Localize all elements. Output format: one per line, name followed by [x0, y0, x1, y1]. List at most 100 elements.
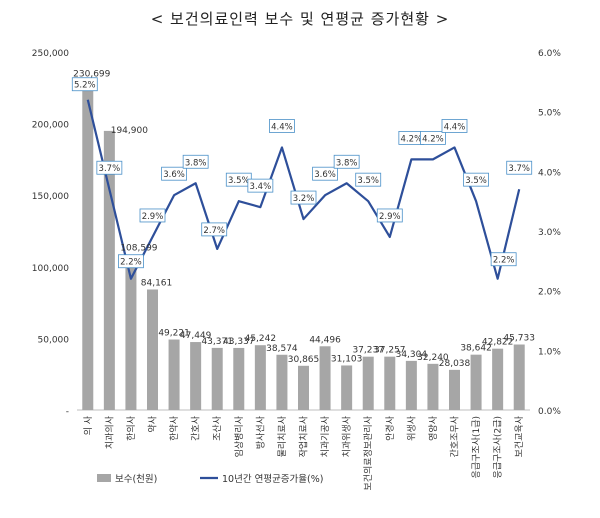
bar-data-label: 32,240	[417, 353, 449, 363]
x-tick-label: 안경사	[384, 415, 396, 441]
x-tick-label: 응급구조사(1급)	[471, 416, 482, 478]
bar-data-label: 84,161	[141, 278, 173, 288]
x-tick-label: 간호사	[191, 415, 202, 441]
bar-data-label: 42,822	[482, 338, 514, 348]
bar	[233, 347, 245, 410]
bar	[405, 360, 417, 410]
bar	[298, 365, 309, 410]
line-data-label: 2.9%	[142, 212, 164, 222]
x-tick-label: 임상병리사	[233, 415, 245, 457]
x-tick-label: 한약사	[168, 415, 180, 441]
line-data-label-box	[161, 166, 187, 181]
line-data-label-box	[247, 178, 274, 193]
line-data-label-box	[441, 119, 468, 133]
line-data-label-box	[333, 154, 360, 169]
line-series	[86, 99, 521, 280]
y-right-tick-label: 5.0%	[538, 109, 561, 119]
y-left-tick-label: 100,000	[32, 264, 69, 274]
line-data-label-box	[463, 172, 489, 187]
x-tick-label: 작업치료사	[298, 415, 310, 457]
bar-data-label: 43,371	[201, 337, 233, 347]
bar	[168, 339, 180, 410]
line-data-label-box	[376, 208, 403, 223]
x-tick-label: 간호조무사	[450, 415, 461, 457]
bar-data-label: 37,257	[374, 346, 406, 356]
line-data-label: 3.5%	[228, 176, 250, 186]
line-data-label: 5.2%	[74, 81, 96, 91]
line-data-label: 3.4%	[250, 182, 272, 192]
line-data-label-box	[290, 190, 317, 205]
line-data-label-box	[139, 208, 166, 223]
line-data-label-box	[118, 254, 144, 269]
x-tick-label: 조산사	[212, 415, 223, 441]
line-data-label-box	[490, 252, 517, 267]
bar	[190, 342, 202, 410]
bar-data-label: 28,038	[439, 359, 471, 369]
line-data-label-box	[71, 77, 98, 92]
bar	[384, 356, 396, 410]
x-tick-label: 치과기공사	[319, 415, 331, 457]
line-data-label-box	[506, 160, 533, 175]
y-left-tick-label: 250,000	[32, 49, 69, 59]
line-data-label: 3.6%	[163, 170, 185, 180]
line-data-label-box	[312, 166, 338, 181]
bar	[362, 356, 374, 410]
bar	[319, 346, 331, 410]
bar	[254, 345, 266, 410]
line-data-label: 3.2%	[293, 194, 315, 204]
x-tick-label: 물리치료사	[276, 415, 288, 457]
y-left-tick-label: 200,000	[32, 121, 69, 131]
line-data-label: 2.2%	[120, 258, 142, 268]
y-left-tick-label: 150,000	[32, 192, 69, 202]
bar	[211, 347, 223, 410]
bar	[125, 254, 137, 410]
x-tick-label: 위생사	[406, 415, 417, 441]
y-left-tick-label: -	[66, 407, 69, 417]
line-data-label-box	[269, 119, 295, 133]
y-right-tick-label: 4.0%	[538, 168, 561, 178]
bar	[341, 365, 353, 410]
line-data-label: 4.2%	[422, 134, 444, 144]
bar-data-label: 43,337	[223, 337, 255, 347]
legend-line-label: 10년간 연평균증가율(%)	[222, 474, 323, 485]
line-data-label: 3.5%	[357, 176, 379, 186]
bar-data-label: 49,221	[158, 329, 190, 339]
bar	[513, 344, 525, 410]
x-tick-label: 보건의료정보관리사	[363, 415, 374, 490]
y-right-tick-label: 3.0%	[538, 228, 561, 238]
bar-data-label: 47,449	[180, 331, 212, 341]
line-data-label: 4.4%	[271, 122, 293, 132]
x-tick-label: 영양사	[428, 415, 439, 441]
bar	[470, 354, 482, 410]
x-tick-label: 치과의사	[103, 415, 115, 449]
line-data-label: 2.7%	[203, 226, 225, 236]
bar-data-label: 38,574	[266, 344, 298, 354]
legend-bar-swatch	[97, 474, 111, 482]
line-data-label: 4.4%	[444, 122, 466, 132]
bar	[276, 354, 288, 410]
bar-data-label: 38,642	[460, 344, 492, 354]
bar-data-label: 45,733	[503, 334, 535, 344]
line-data-label: 3.7%	[508, 164, 530, 174]
line-data-label-box	[355, 172, 382, 187]
bar-data-label: 194,900	[111, 126, 148, 136]
x-tick-label: 방사선사	[255, 415, 266, 449]
line-data-label: 2.2%	[493, 256, 515, 266]
line-data-label: 3.8%	[336, 158, 358, 168]
bar	[449, 369, 460, 410]
chart-title: < 보건의료인력 보수 및 연평균 증가현황 >	[150, 10, 450, 28]
legend-bar-label: 보수(천원)	[115, 474, 157, 485]
line-data-label-box	[182, 154, 209, 169]
bar	[492, 348, 504, 410]
bar	[82, 79, 94, 410]
y-right-tick-label: 0.0%	[538, 407, 561, 417]
x-tick-label: 보건교육사	[514, 415, 525, 457]
bar-data-label: 30,865	[288, 355, 320, 365]
y-right-tick-label: 6.0%	[538, 49, 561, 59]
y-left-tick-label: 50,000	[38, 335, 70, 345]
y-right-tick-label: 1.0%	[538, 347, 561, 357]
line-data-label: 3.5%	[465, 176, 487, 186]
bar-data-label: 45,242	[245, 334, 277, 344]
